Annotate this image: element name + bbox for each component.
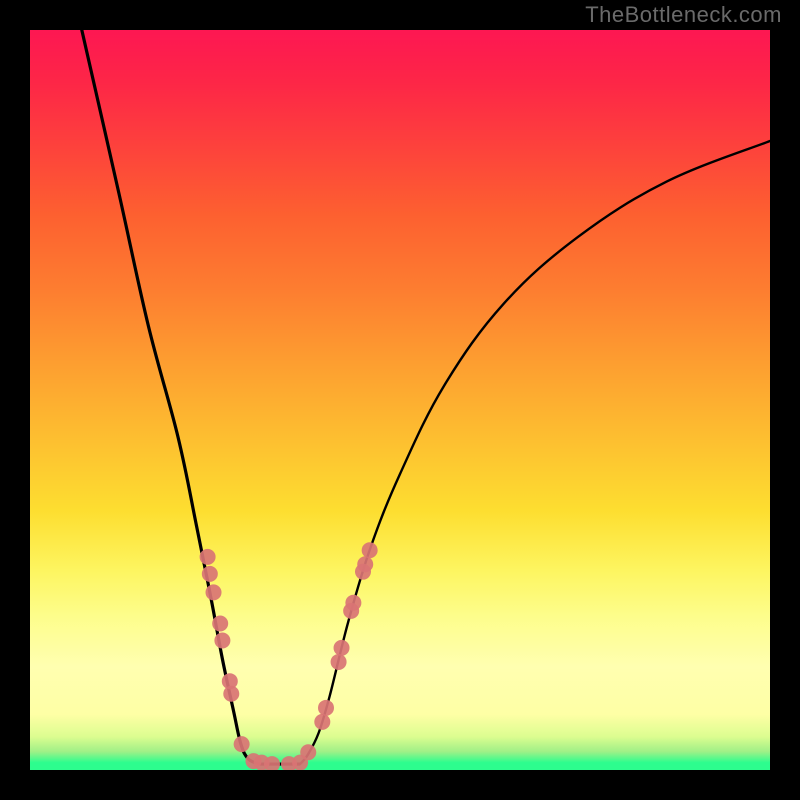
data-marker [357,556,373,572]
data-marker [212,615,228,631]
data-marker [314,714,330,730]
left-curve [82,30,260,764]
curve-layer [30,30,770,770]
data-marker [202,566,218,582]
data-marker [334,640,350,656]
data-marker [200,549,216,565]
data-marker [206,584,222,600]
data-marker [300,744,316,760]
data-marker [345,595,361,611]
plot-area [30,30,770,770]
data-marker [223,686,239,702]
data-marker [362,542,378,558]
data-marker [234,736,250,752]
data-marker [214,633,230,649]
watermark-text: TheBottleneck.com [585,2,782,28]
data-marker [331,654,347,670]
right-curve [300,141,770,764]
data-marker [318,700,334,716]
